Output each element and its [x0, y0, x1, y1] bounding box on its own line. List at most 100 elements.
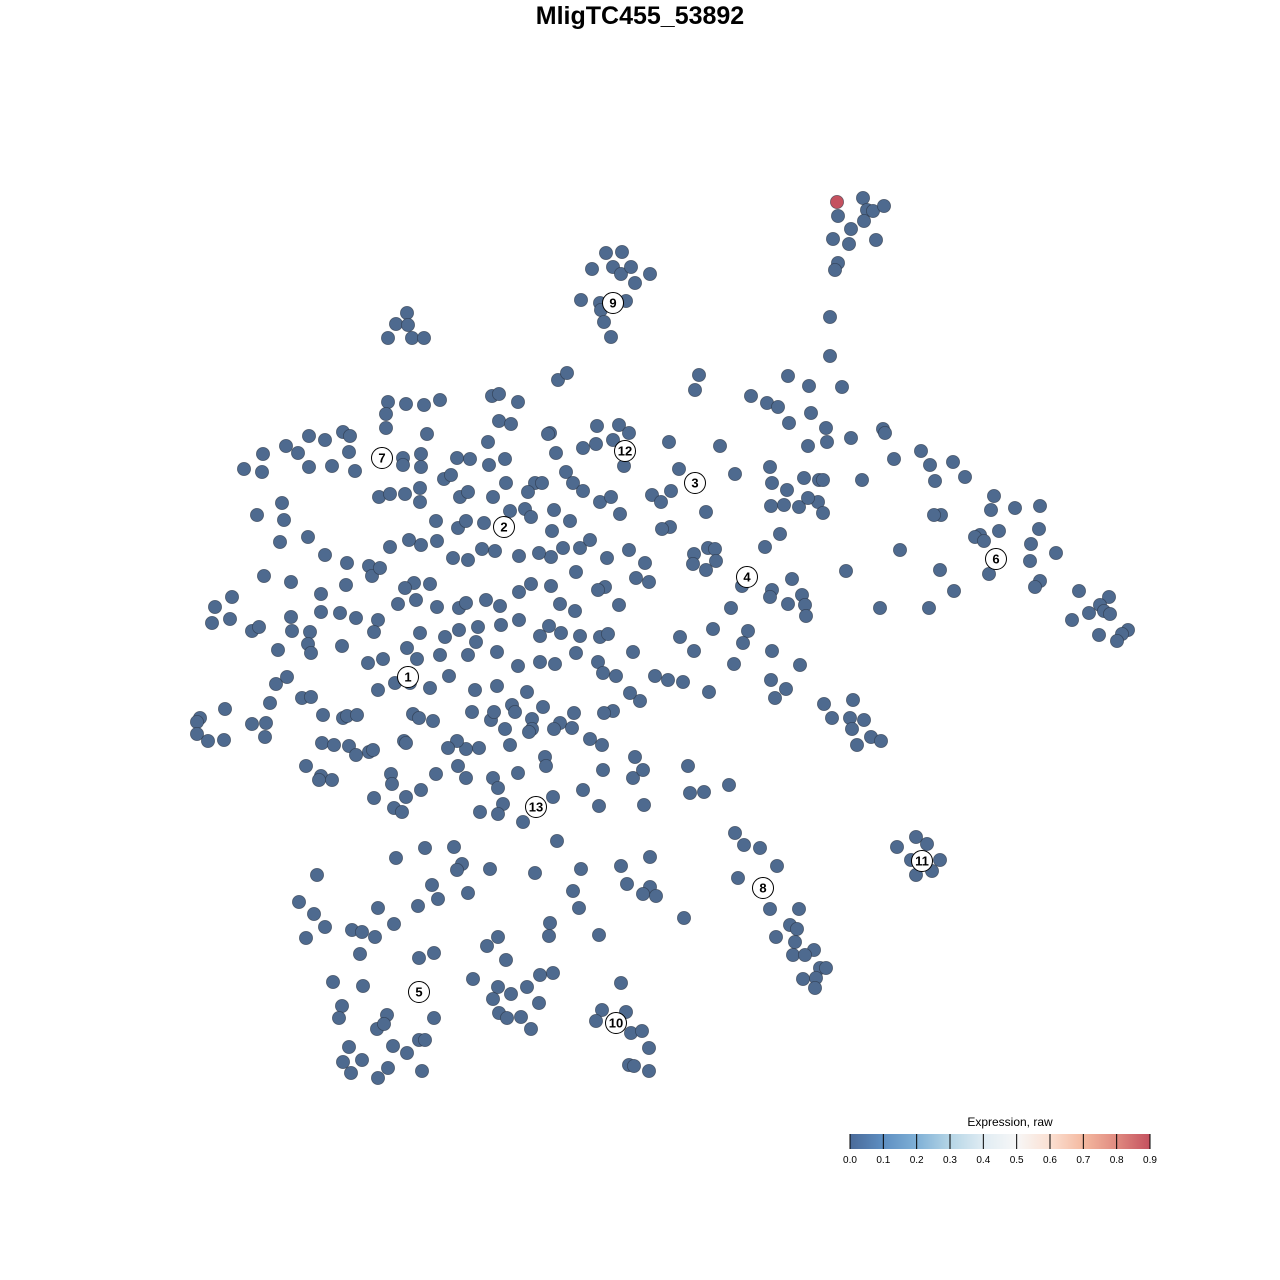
data-point	[655, 522, 670, 537]
data-point	[298, 931, 313, 946]
data-point	[992, 524, 1007, 539]
data-point	[887, 451, 902, 466]
data-point	[614, 976, 629, 991]
cluster-label-text: 2	[500, 520, 507, 535]
data-point	[550, 834, 565, 849]
colorbar-tick-label: 0.7	[1076, 1155, 1090, 1166]
data-point	[412, 494, 427, 509]
data-point	[426, 1011, 441, 1026]
data-point	[398, 396, 413, 411]
data-point	[460, 484, 475, 499]
cluster-label: 13	[525, 796, 547, 818]
data-point	[224, 590, 239, 605]
data-point	[347, 463, 362, 478]
data-point	[600, 551, 615, 566]
data-point	[485, 992, 500, 1007]
data-point	[355, 979, 370, 994]
data-point	[1065, 613, 1080, 628]
data-point	[497, 722, 512, 737]
data-point	[372, 561, 387, 576]
cluster-label-badge	[911, 850, 933, 872]
data-point	[922, 601, 937, 616]
data-point	[709, 554, 724, 569]
data-point	[771, 399, 786, 414]
data-point	[790, 922, 805, 937]
data-point	[792, 499, 807, 514]
data-point	[614, 859, 629, 874]
data-point	[801, 438, 816, 453]
data-point	[404, 330, 419, 345]
data-point	[626, 645, 641, 660]
data-point	[727, 657, 742, 672]
data-point	[662, 434, 677, 449]
data-point	[348, 611, 363, 626]
data-point	[257, 730, 272, 745]
data-point	[352, 947, 367, 962]
data-point	[306, 907, 321, 922]
data-point	[222, 612, 237, 627]
data-point	[446, 840, 461, 855]
data-point	[390, 597, 405, 612]
data-point	[613, 506, 628, 521]
data-point	[380, 394, 395, 409]
colorbar-tick-label: 0.9	[1143, 1155, 1157, 1166]
data-point	[258, 716, 273, 731]
data-point	[773, 527, 788, 542]
data-point	[642, 1064, 657, 1079]
data-point	[622, 425, 637, 440]
data-point	[842, 236, 857, 251]
data-point	[450, 759, 465, 774]
data-point	[398, 736, 413, 751]
chart-title: MligTC455_53892	[535, 2, 745, 30]
data-point	[324, 773, 339, 788]
data-point	[430, 892, 445, 907]
data-point	[744, 388, 759, 403]
data-point	[380, 1061, 395, 1076]
data-point	[535, 475, 550, 490]
data-point	[568, 604, 583, 619]
data-point	[649, 889, 664, 904]
data-point	[533, 968, 548, 983]
data-point	[303, 646, 318, 661]
data-point	[512, 613, 527, 628]
data-point	[462, 451, 477, 466]
data-point	[489, 679, 504, 694]
data-point	[481, 457, 496, 472]
data-point	[272, 535, 287, 550]
data-point	[313, 587, 328, 602]
cluster-label-badge	[752, 877, 774, 899]
data-point	[309, 868, 324, 883]
data-point	[626, 771, 641, 786]
data-point	[413, 446, 428, 461]
data-point	[869, 232, 884, 247]
data-point	[543, 916, 558, 931]
data-point	[300, 530, 315, 545]
data-point	[643, 266, 658, 281]
data-point	[548, 657, 563, 672]
data-point	[878, 425, 893, 440]
data-point	[365, 743, 380, 758]
data-point	[440, 741, 455, 756]
data-point	[797, 470, 812, 485]
data-point	[426, 946, 441, 961]
data-point	[763, 902, 778, 917]
data-point	[576, 440, 591, 455]
data-point	[335, 1055, 350, 1070]
data-point	[699, 563, 714, 578]
data-point	[643, 850, 658, 865]
data-point	[189, 715, 204, 730]
cluster-label-text: 10	[609, 1016, 623, 1031]
data-point	[254, 464, 269, 479]
data-point	[399, 1046, 414, 1061]
data-point	[549, 445, 564, 460]
data-point	[360, 656, 375, 671]
data-point	[302, 625, 317, 640]
data-point	[782, 415, 797, 430]
data-point	[388, 316, 403, 331]
data-point	[445, 551, 460, 566]
data-point	[385, 1039, 400, 1054]
data-point	[576, 483, 591, 498]
data-point	[399, 641, 414, 656]
data-point	[777, 497, 792, 512]
